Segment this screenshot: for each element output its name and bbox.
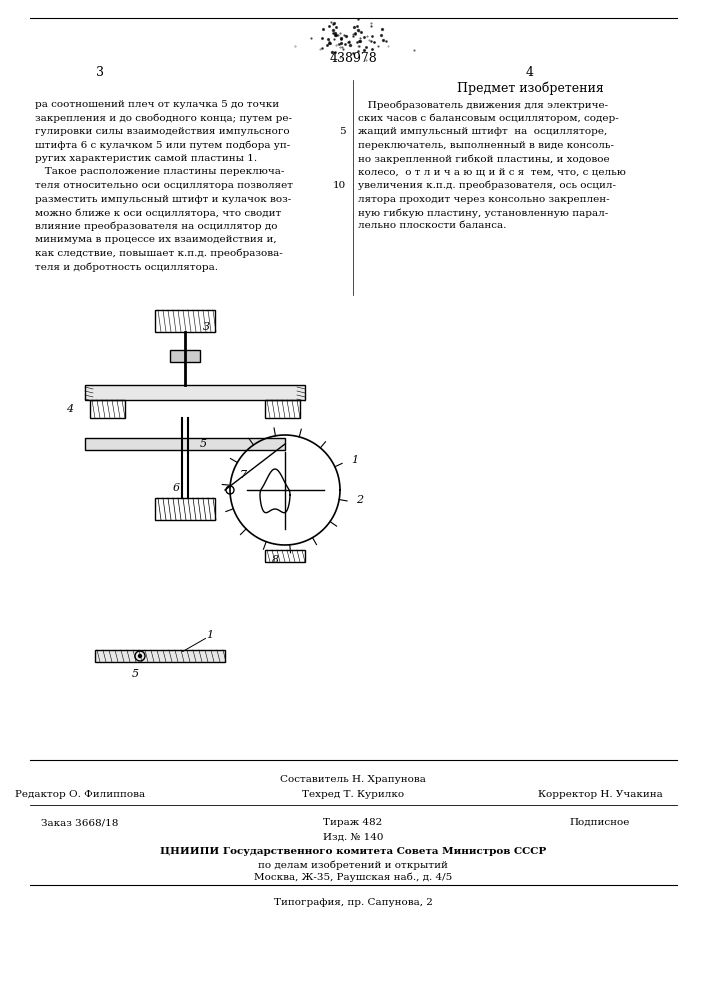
Text: ную гибкую пластину, установленную парал-: ную гибкую пластину, установленную парал… <box>358 208 608 218</box>
Text: Москва, Ж-35, Раушская наб., д. 4/5: Москва, Ж-35, Раушская наб., д. 4/5 <box>254 873 452 882</box>
Text: закрепления и до свободного конца; путем ре-: закрепления и до свободного конца; путем… <box>35 113 292 123</box>
Circle shape <box>139 654 141 658</box>
Text: Тираж 482: Тираж 482 <box>323 818 382 827</box>
Text: Изд. № 140: Изд. № 140 <box>323 833 383 842</box>
Text: ра соотношений плеч от кулачка 5 до точки: ра соотношений плеч от кулачка 5 до точк… <box>35 100 279 109</box>
Polygon shape <box>95 650 225 662</box>
Text: теля относительно оси осциллятора позволяет: теля относительно оси осциллятора позвол… <box>35 181 293 190</box>
Text: минимума в процессе их взаимодействия и,: минимума в процессе их взаимодействия и, <box>35 235 276 244</box>
Polygon shape <box>85 438 285 450</box>
Text: 2: 2 <box>356 495 363 505</box>
Text: Типография, пр. Сапунова, 2: Типография, пр. Сапунова, 2 <box>274 898 433 907</box>
Text: колесо,  о т л и ч а ю щ и й с я  тем, что, с целью: колесо, о т л и ч а ю щ и й с я тем, что… <box>358 167 626 176</box>
Text: разместить импульсный штифт и кулачок воз-: разместить импульсный штифт и кулачок во… <box>35 194 291 204</box>
Text: переключатель, выполненный в виде консоль-: переключатель, выполненный в виде консол… <box>358 140 614 149</box>
Text: 7: 7 <box>240 470 247 480</box>
Text: по делам изобретений и открытий: по делам изобретений и открытий <box>258 860 448 869</box>
Text: 10: 10 <box>333 181 346 190</box>
Text: жащий импульсный штифт  на  осцилляторе,: жащий импульсный штифт на осцилляторе, <box>358 127 607 136</box>
Text: 3: 3 <box>203 322 210 332</box>
Text: 5: 5 <box>200 439 207 449</box>
Text: ругих характеристик самой пластины 1.: ругих характеристик самой пластины 1. <box>35 154 257 163</box>
Text: Предмет изобретения: Предмет изобретения <box>457 81 603 95</box>
Text: увеличения к.п.д. преобразователя, ось осцил-: увеличения к.п.д. преобразователя, ось о… <box>358 181 616 190</box>
Text: лятора проходит через консольно закреплен-: лятора проходит через консольно закрепле… <box>358 194 609 204</box>
Text: Подписное: Подписное <box>570 818 630 827</box>
Text: 3: 3 <box>96 66 104 79</box>
Text: 4: 4 <box>66 404 74 414</box>
Polygon shape <box>170 350 200 362</box>
Text: лельно плоскости баланса.: лельно плоскости баланса. <box>358 222 506 231</box>
Text: Корректор Н. Учакина: Корректор Н. Учакина <box>537 790 662 799</box>
Text: Редактор О. Филиппова: Редактор О. Филиппова <box>15 790 145 799</box>
Text: гулировки силы взаимодействия импульсного: гулировки силы взаимодействия импульсног… <box>35 127 290 136</box>
Text: ЦНИИПИ Государственного комитета Совета Министров СССР: ЦНИИПИ Государственного комитета Совета … <box>160 847 546 856</box>
Text: 438978: 438978 <box>329 51 377 64</box>
Text: ских часов с балансовым осциллятором, содер-: ских часов с балансовым осциллятором, со… <box>358 113 619 123</box>
Text: штифта 6 с кулачком 5 или путем подбора уп-: штифта 6 с кулачком 5 или путем подбора … <box>35 140 291 150</box>
Text: Составитель Н. Храпунова: Составитель Н. Храпунова <box>280 775 426 784</box>
Text: влияние преобразователя на осциллятор до: влияние преобразователя на осциллятор до <box>35 222 278 231</box>
Text: 5: 5 <box>132 669 139 679</box>
Polygon shape <box>85 385 305 400</box>
Text: 4: 4 <box>526 66 534 79</box>
Text: 1: 1 <box>206 630 214 640</box>
Text: 8: 8 <box>271 555 279 565</box>
Text: 5: 5 <box>339 127 346 136</box>
Text: 1: 1 <box>351 455 358 465</box>
Text: Преобразователь движения для электриче-: Преобразователь движения для электриче- <box>358 100 608 109</box>
Text: Заказ 3668/18: Заказ 3668/18 <box>41 818 119 827</box>
Text: как следствие, повышает к.п.д. преобразова-: как следствие, повышает к.п.д. преобразо… <box>35 248 283 258</box>
Text: но закрепленной гибкой пластины, и ходовое: но закрепленной гибкой пластины, и ходов… <box>358 154 609 163</box>
Text: Такое расположение пластины переключа-: Такое расположение пластины переключа- <box>35 167 284 176</box>
Text: теля и добротность осциллятора.: теля и добротность осциллятора. <box>35 262 218 271</box>
Text: Техред Т. Курилко: Техред Т. Курилко <box>302 790 404 799</box>
Text: можно ближе к оси осциллятора, что сводит: можно ближе к оси осциллятора, что своди… <box>35 208 281 218</box>
Text: 6: 6 <box>173 483 180 493</box>
